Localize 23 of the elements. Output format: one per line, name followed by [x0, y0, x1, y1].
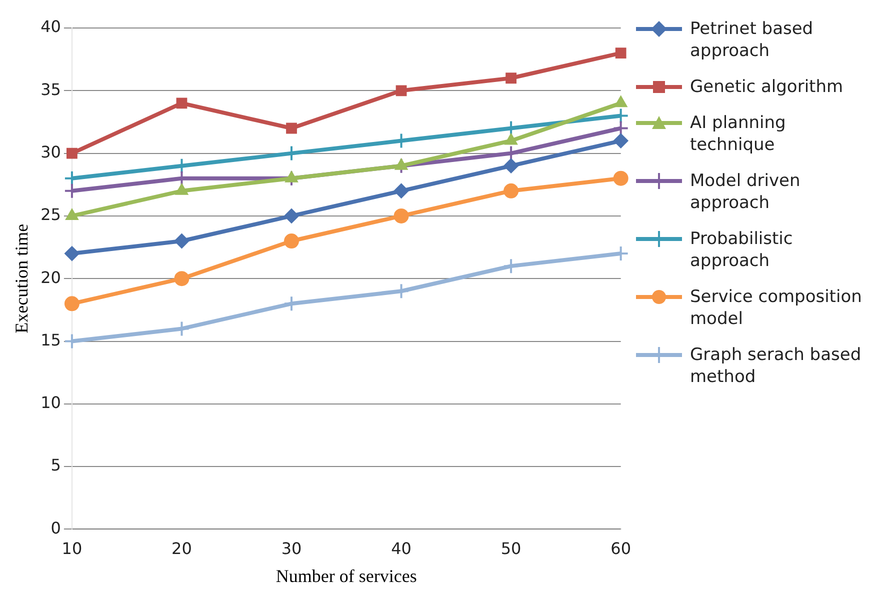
- y-tick-label: 10: [40, 393, 61, 412]
- legend-label: AI planning technique: [690, 112, 787, 156]
- legend-label: Genetic algorithm: [690, 76, 844, 98]
- y-tick-label: 30: [40, 142, 61, 162]
- y-tick-label: 15: [40, 330, 61, 350]
- legend-label: Service composition model: [690, 286, 863, 330]
- y-tick-label: 5: [50, 456, 61, 475]
- legend-label: Graph serach based method: [690, 344, 862, 388]
- legend-label: Model driven approach: [690, 170, 802, 214]
- x-tick-label: 20: [172, 538, 192, 558]
- x-tick-label: 50: [500, 538, 522, 558]
- y-tick-label: 35: [40, 80, 61, 99]
- x-tick-label: 40: [391, 538, 412, 558]
- y-axis-title: Execution time: [12, 224, 32, 334]
- legend-label: Petrinet based approach: [690, 18, 814, 62]
- y-tick-label: 40: [40, 17, 61, 36]
- y-tick-label: 25: [40, 205, 61, 224]
- x-tick-label: 60: [610, 538, 631, 558]
- y-tick-label: 0: [50, 518, 61, 538]
- y-tick-label: 20: [40, 268, 61, 287]
- legend-label: Probabilistic approach: [690, 228, 794, 272]
- x-tick-label: 30: [281, 538, 302, 558]
- x-axis-title: Number of services: [276, 566, 417, 586]
